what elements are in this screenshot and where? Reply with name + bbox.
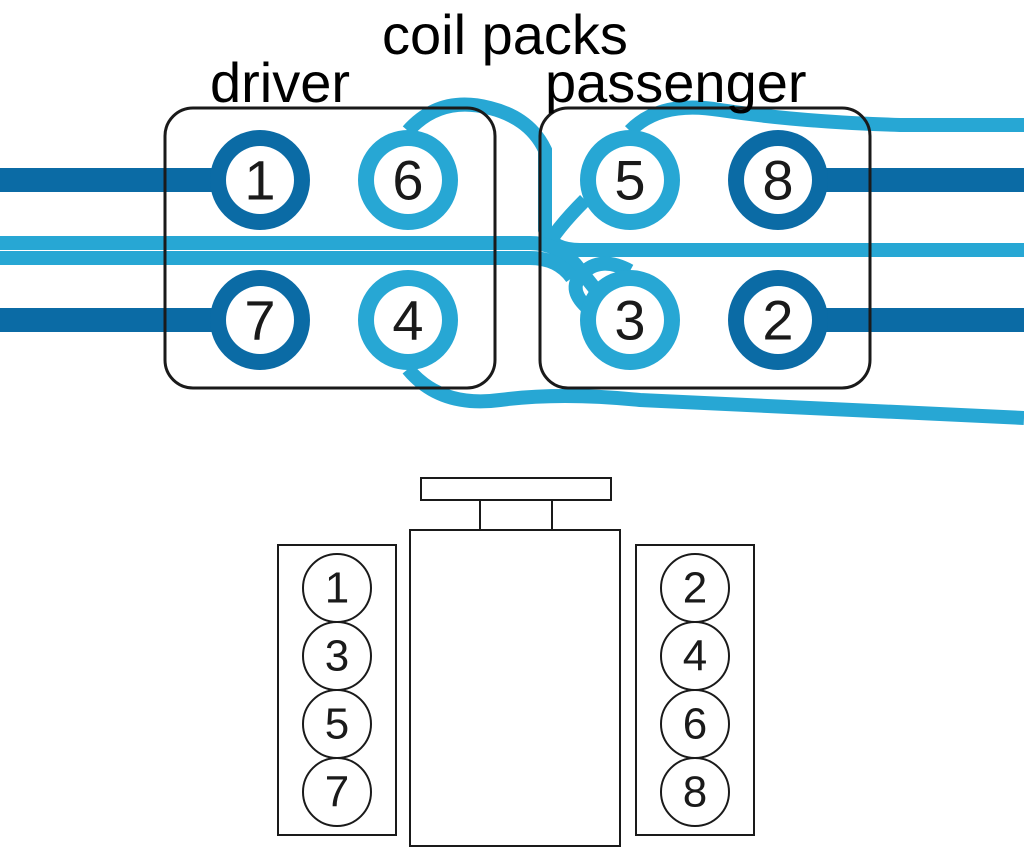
- cyl-8-label: 8: [683, 768, 707, 817]
- coil-2-label: 2: [762, 289, 793, 352]
- passenger-label: passenger: [545, 50, 807, 115]
- cyl-4-label: 4: [683, 632, 707, 681]
- cyl-6-label: 6: [683, 700, 707, 749]
- engine-block: 1 3 5 7 2 4 6 8: [278, 478, 754, 846]
- coil-5-label: 5: [614, 149, 645, 212]
- cyl-1-label: 1: [325, 564, 349, 613]
- driver-label: driver: [210, 50, 350, 115]
- coil-8-label: 8: [762, 149, 793, 212]
- cyl-7-label: 7: [325, 768, 349, 817]
- coil-1-label: 1: [244, 149, 275, 212]
- coil-6-label: 6: [392, 149, 423, 212]
- cyl-3-label: 3: [325, 632, 349, 681]
- coil-7-label: 7: [244, 289, 275, 352]
- coil-3-label: 3: [614, 289, 645, 352]
- coil-4-label: 4: [392, 289, 423, 352]
- diagram-svg: 1 6 5 8 7 4 3 2: [0, 0, 1024, 868]
- cyl-5-label: 5: [325, 700, 349, 749]
- cyl-2-label: 2: [683, 564, 707, 613]
